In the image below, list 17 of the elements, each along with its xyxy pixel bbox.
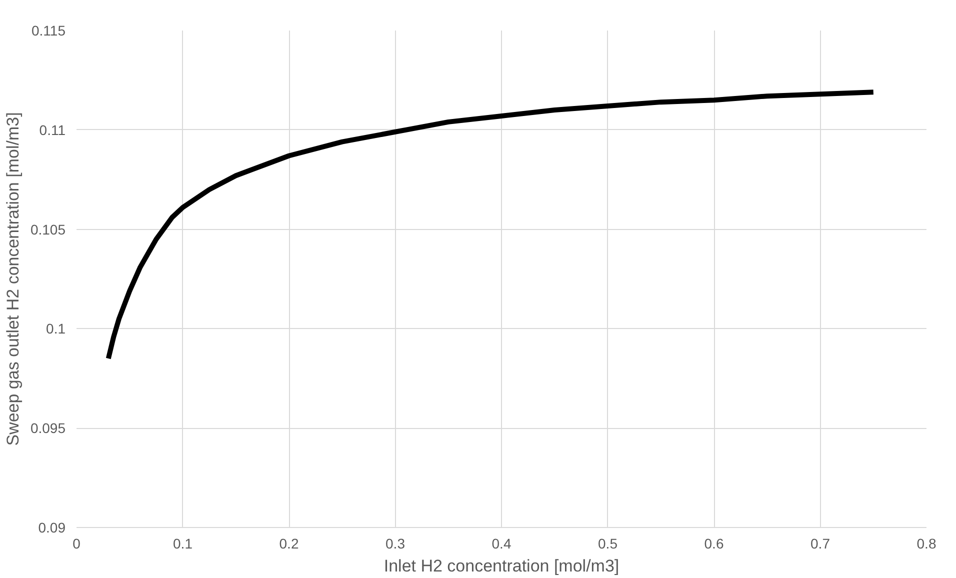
x-tick-label: 0.4: [492, 536, 512, 552]
y-tick-label: 0.09: [38, 520, 66, 536]
x-axis-title: Inlet H2 concentration [mol/m3]: [384, 556, 620, 576]
x-tick-label: 0.2: [279, 536, 299, 552]
x-tick-label: 0.3: [386, 536, 406, 552]
x-tick-label: 0.7: [810, 536, 830, 552]
x-tick-label: 0.8: [916, 536, 936, 552]
x-tick-label: 0.1: [173, 536, 193, 552]
y-tick-label: 0.11: [39, 122, 66, 138]
x-tick-label: 0.6: [704, 536, 724, 552]
y-tick-label: 0.095: [30, 420, 66, 436]
x-tick-label: 0.5: [598, 536, 618, 552]
y-axis-title: Sweep gas outlet H2 concentration [mol/m3]: [3, 112, 22, 446]
y-tick-label: 0.1: [46, 320, 66, 337]
x-tick-label: 0: [72, 536, 81, 552]
y-tick-label: 0.115: [32, 22, 66, 38]
y-tick-label: 0.105: [30, 221, 66, 238]
